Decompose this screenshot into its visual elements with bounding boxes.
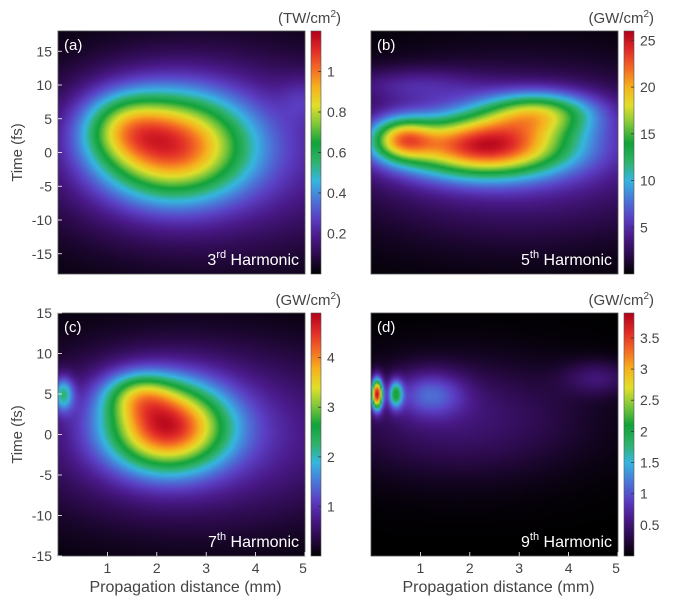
harmonic-label: 7th Harmonic	[208, 531, 299, 551]
harmonic-label: 3rd Harmonic	[207, 249, 299, 269]
colorbar-tick-label: 0.5	[640, 517, 660, 533]
colorbar-tick-label: 1.5	[640, 455, 660, 471]
colorbar	[623, 312, 635, 557]
colorbar-tick-label: 3	[640, 361, 648, 377]
colorbar-tick-label: 2	[327, 449, 335, 465]
harmonic-word: Harmonic	[539, 252, 612, 269]
panel-label: (c)	[64, 319, 82, 336]
x-tick-label: 5	[299, 560, 307, 576]
x-tick-label: 1	[417, 560, 425, 576]
harmonic-suffix: th	[217, 531, 226, 543]
colorbar-tick-label: 2.5	[640, 392, 660, 408]
plot-frame	[370, 312, 619, 557]
x-tick-label: 2	[466, 560, 474, 576]
x-axis-label: Propagation distance (mm)	[89, 579, 281, 596]
panel-label: (d)	[377, 319, 395, 336]
y-tick-label: 0	[44, 145, 52, 161]
y-axis-label: Time (fs)	[9, 123, 26, 182]
heatmap-image	[371, 313, 618, 556]
harmonic-suffix: th	[530, 249, 539, 261]
x-tick-label: 3	[202, 560, 210, 576]
colorbar-tick-label: 4	[327, 350, 335, 366]
panel-d: (d) 9th Harmonic 1 2 3 4 5 Propagation distance…	[370, 291, 660, 596]
colorbar-tick-label: 0.4	[327, 185, 347, 201]
y-tick-label: 15	[36, 43, 52, 59]
colorbar-tick-label: 1	[327, 498, 335, 514]
colorbar-tick-label: 1	[640, 486, 648, 502]
y-tick-label: 5	[44, 386, 52, 402]
colorbar	[623, 30, 635, 275]
heatmap-image	[58, 313, 305, 556]
y-tick-label: 10	[36, 77, 52, 93]
harmonic-word: Harmonic	[226, 252, 299, 269]
colorbar-tick-label: 25	[640, 32, 656, 48]
x-tick-label: 5	[612, 560, 620, 576]
colorbar	[310, 312, 322, 557]
heatmap-image	[371, 31, 618, 274]
y-tick-label: -15	[32, 548, 52, 564]
colorbar-tick-label: 20	[640, 79, 656, 95]
y-tick-label: 15	[36, 305, 52, 321]
colorbar-unit-label: (GW/cm2)	[275, 291, 341, 309]
colorbar-unit-label: (GW/cm2)	[588, 9, 654, 27]
harmonic-suffix: rd	[216, 249, 226, 261]
y-tick-label: 5	[44, 111, 52, 127]
y-tick-label: -10	[32, 508, 52, 524]
colorbar-tick-label: 0.8	[327, 104, 347, 120]
x-axis-label: Propagation distance (mm)	[402, 579, 594, 596]
harmonic-suffix: th	[530, 531, 539, 543]
y-tick-label: -5	[40, 467, 53, 483]
plot-frame	[370, 30, 619, 275]
harmonic-word: Harmonic	[226, 534, 299, 551]
colorbar-tick-label: 3.5	[640, 330, 660, 346]
colorbar-tick-label: 1	[327, 64, 335, 80]
harmonic-word: Harmonic	[539, 534, 612, 551]
y-tick-label: -15	[32, 246, 52, 262]
x-tick-label: 4	[252, 560, 260, 576]
harmonic-order: 3	[207, 252, 216, 269]
panel-label: (b)	[377, 37, 395, 54]
panel-label: (a)	[64, 37, 82, 54]
x-tick-label: 3	[515, 560, 523, 576]
colorbar-unit-label: (TW/cm2)	[278, 9, 341, 27]
x-tick-label: 1	[104, 560, 112, 576]
harmonic-order: 9	[521, 534, 530, 551]
colorbar-tick-label: 5	[640, 219, 648, 235]
y-tick-label: 0	[44, 427, 52, 443]
colorbar-tick-label: 0.6	[327, 145, 347, 161]
y-tick-label: 10	[36, 346, 52, 362]
harmonic-label: 5th Harmonic	[521, 249, 612, 269]
colorbar-unit-label: (GW/cm2)	[588, 291, 654, 309]
harmonic-order: 7	[208, 534, 217, 551]
y-tick-label: -10	[32, 212, 52, 228]
panel-c: (c) 7th Harmonic -15 -10 -5 0 5 10 15 1 2 3 4 5 Time (…	[9, 291, 341, 596]
colorbar-tick-label: 2	[640, 423, 648, 439]
colorbar-tick-label: 3	[327, 399, 335, 415]
panel-a: (a) 3rd Harmonic -15 -10 -5 0 5 10 15 Time (fs) 0.…	[9, 9, 347, 275]
x-tick-label: 4	[565, 560, 573, 576]
colorbar-tick-label: 0.2	[327, 226, 347, 242]
harmonic-order: 5	[521, 252, 530, 269]
harmonic-label: 9th Harmonic	[521, 531, 612, 551]
colorbar-tick-label: 15	[640, 126, 656, 142]
y-axis-label: Time (fs)	[9, 405, 26, 464]
y-tick-label: -5	[40, 178, 53, 194]
colorbar-tick-label: 10	[640, 173, 656, 189]
x-tick-label: 2	[153, 560, 161, 576]
heatmap-image	[58, 31, 305, 274]
